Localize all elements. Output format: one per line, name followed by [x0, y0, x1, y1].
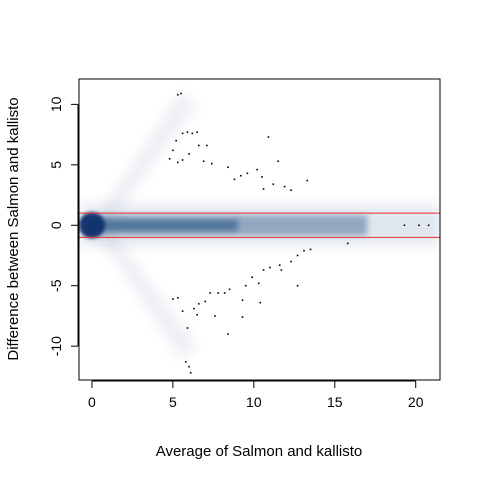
data-point — [260, 302, 262, 304]
data-point — [190, 372, 192, 374]
data-point — [251, 276, 253, 278]
data-point — [269, 267, 271, 269]
data-point — [279, 264, 281, 266]
data-point — [418, 224, 420, 226]
data-point — [177, 297, 179, 299]
data-point — [175, 140, 177, 142]
data-point — [198, 145, 200, 147]
data-point — [404, 224, 406, 226]
data-point — [281, 269, 283, 271]
density-peak — [79, 212, 105, 238]
data-point — [306, 180, 308, 182]
data-point — [284, 186, 286, 188]
data-point — [258, 282, 260, 284]
y-axis: -10 -5 0 5 10 — [48, 96, 78, 356]
data-point — [245, 285, 247, 287]
x-tick-label: 15 — [327, 394, 343, 410]
y-axis-label: Difference between Salmon and kallisto — [5, 97, 22, 360]
data-point — [234, 179, 236, 181]
data-point — [172, 150, 174, 152]
y-tick-label: 0 — [48, 221, 64, 229]
data-point — [204, 301, 206, 303]
data-point — [242, 316, 244, 318]
data-point — [169, 158, 171, 160]
data-point — [303, 250, 305, 252]
data-point — [261, 176, 263, 178]
data-point — [290, 261, 292, 263]
data-point — [182, 133, 184, 135]
data-point — [256, 169, 258, 171]
data-point — [242, 299, 244, 301]
data-point — [180, 93, 182, 95]
data-point — [277, 160, 279, 162]
data-point — [297, 285, 299, 287]
density-band-core — [87, 220, 238, 231]
data-point — [187, 131, 189, 133]
data-point — [240, 175, 242, 177]
y-tick-label: -10 — [48, 336, 64, 356]
data-point — [177, 162, 179, 164]
x-axis-label: Average of Salmon and kallisto — [156, 443, 363, 460]
data-point — [268, 136, 270, 138]
data-point — [217, 292, 219, 294]
data-point — [272, 183, 274, 185]
x-tick-label: 10 — [246, 394, 262, 410]
data-point — [196, 131, 198, 133]
data-point — [209, 292, 211, 294]
data-point — [203, 160, 205, 162]
density-cloud — [79, 92, 440, 358]
x-tick-label: 0 — [88, 394, 96, 410]
data-point — [229, 289, 231, 291]
data-point — [263, 188, 265, 190]
data-point — [224, 292, 226, 294]
data-point — [198, 303, 200, 305]
x-axis: 0 5 10 15 20 — [88, 381, 424, 410]
density-wedge-lower — [92, 225, 197, 358]
data-point — [192, 133, 194, 135]
data-point — [172, 298, 174, 300]
data-point — [188, 366, 190, 368]
data-point — [187, 327, 189, 329]
data-point — [247, 172, 249, 174]
data-point — [211, 163, 213, 165]
data-point — [227, 166, 229, 168]
data-point — [182, 159, 184, 161]
data-point — [227, 333, 229, 335]
data-point — [185, 361, 187, 363]
data-point — [214, 315, 216, 317]
data-point — [182, 310, 184, 312]
data-point — [297, 255, 299, 257]
data-point — [196, 314, 198, 316]
data-point — [177, 94, 179, 96]
data-point — [347, 243, 349, 245]
data-point — [310, 249, 312, 251]
x-tick-label: 20 — [408, 394, 424, 410]
data-point — [206, 145, 208, 147]
data-point — [188, 153, 190, 155]
y-tick-label: -5 — [48, 279, 64, 292]
y-tick-label: 10 — [48, 96, 64, 112]
data-point — [428, 224, 430, 226]
density-wedge-upper — [92, 92, 197, 225]
x-tick-label: 5 — [169, 394, 177, 410]
y-tick-label: 5 — [48, 161, 64, 169]
data-point — [193, 308, 195, 310]
data-point — [263, 269, 265, 271]
data-point — [290, 189, 292, 191]
